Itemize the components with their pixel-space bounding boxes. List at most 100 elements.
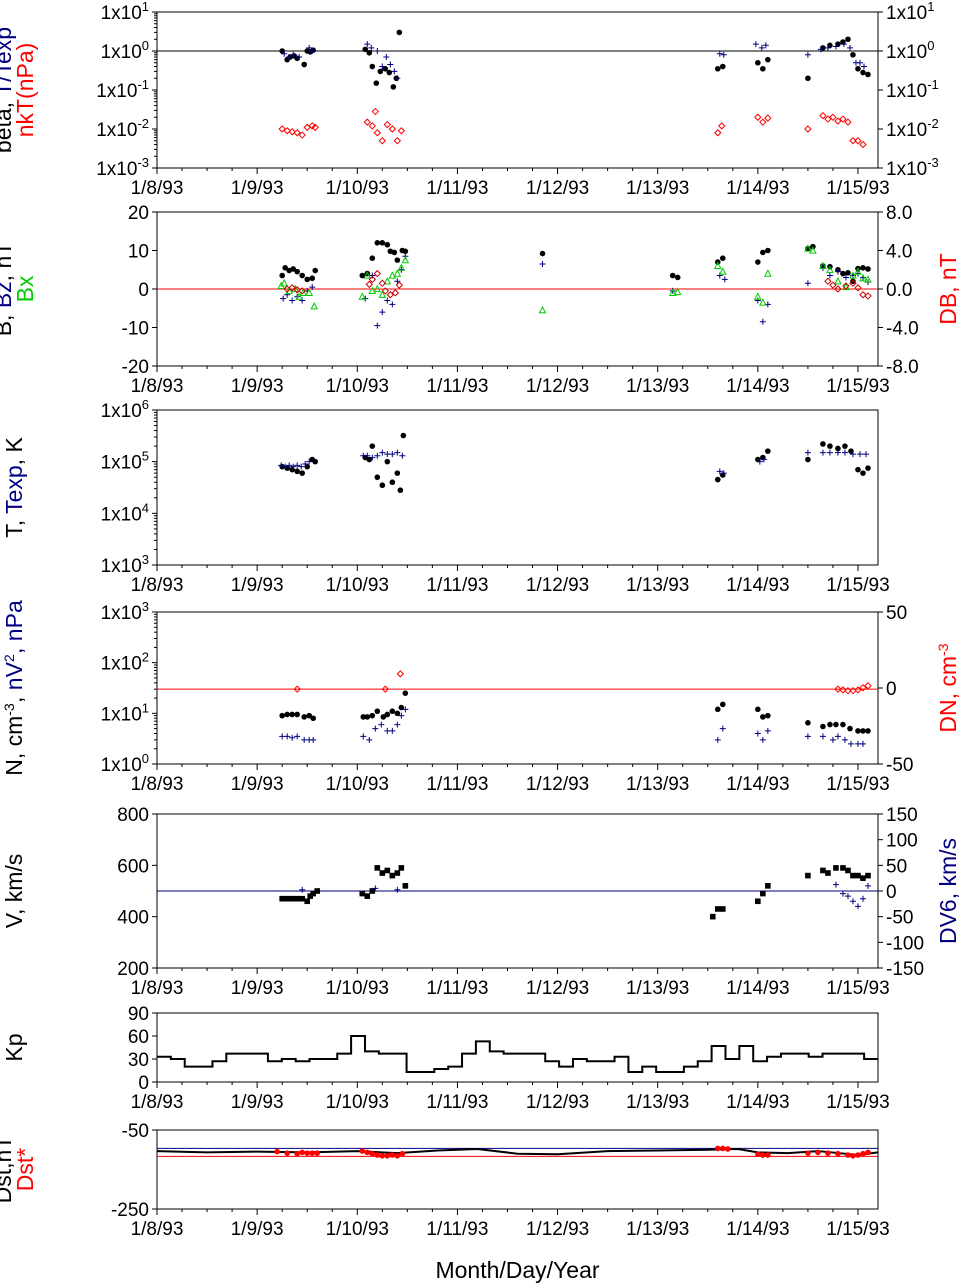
data-point-dot bbox=[827, 443, 833, 449]
data-point-plus bbox=[721, 276, 728, 283]
data-point-dot bbox=[833, 721, 839, 728]
data-point-diamond bbox=[839, 115, 847, 123]
data-point-plus bbox=[719, 725, 726, 732]
data-point-dot bbox=[827, 721, 833, 728]
data-point-dot bbox=[374, 240, 381, 246]
y-right-tick-label: 1x100 bbox=[886, 38, 934, 63]
x-tick-label: 1/13/93 bbox=[626, 376, 689, 397]
x-tick-label: 1/15/93 bbox=[826, 178, 889, 199]
data-point-plus bbox=[759, 736, 766, 743]
data-point-dot bbox=[865, 1149, 871, 1156]
data-point-diamond bbox=[824, 277, 832, 286]
data-point-plus bbox=[832, 43, 839, 50]
y-tick-label: 1x105 bbox=[101, 449, 149, 474]
data-point-plus bbox=[366, 736, 373, 743]
data-point-diamond bbox=[373, 269, 382, 278]
data-point-dot bbox=[760, 1152, 766, 1158]
x-tick-label: 1/8/93 bbox=[131, 978, 184, 999]
x-tick-label: 1/9/93 bbox=[231, 376, 284, 397]
x-tick-label: 1/9/93 bbox=[231, 1219, 284, 1240]
data-point-plus bbox=[752, 41, 759, 48]
plot-frame bbox=[156, 611, 879, 765]
panel-velocity: 1/8/93 1/9/93 1/10/93 1/11/93 1/12/93 1/13/93… bbox=[1, 805, 961, 999]
data-point-diamond bbox=[844, 686, 852, 695]
x-tick-label: 1/10/93 bbox=[326, 978, 389, 999]
data-point-diamond bbox=[368, 122, 377, 130]
x-tick-label: 1/13/93 bbox=[626, 1219, 689, 1240]
panel-kp: 1/8/93 1/9/93 1/10/93 1/11/93 1/12/93 1/13/93… bbox=[1, 1004, 890, 1113]
data-point-dot bbox=[855, 1152, 861, 1158]
data-point-dot bbox=[760, 65, 766, 72]
data-point-square bbox=[820, 867, 826, 874]
y-axis-label: Dst,nT bbox=[0, 1136, 16, 1204]
data-point-plus bbox=[391, 68, 398, 75]
data-point-triangle bbox=[834, 277, 842, 285]
x-tick-label: 1/12/93 bbox=[526, 1092, 589, 1113]
data-point-square bbox=[755, 898, 761, 905]
data-point-diamond bbox=[298, 287, 306, 295]
data-point-square bbox=[714, 906, 721, 912]
data-point-diamond bbox=[854, 284, 862, 292]
y-tick-label: 30 bbox=[128, 1050, 149, 1071]
data-point-dot bbox=[369, 443, 376, 449]
y-tick-label: 0 bbox=[138, 1073, 149, 1094]
data-point-square bbox=[850, 872, 856, 879]
data-point-dot bbox=[386, 69, 393, 76]
data-point-diamond bbox=[288, 128, 296, 136]
data-point-diamond bbox=[859, 291, 867, 299]
data-point-dot bbox=[397, 487, 404, 494]
data-point-dot bbox=[845, 36, 851, 43]
y-axis-label: nkT(nPa) bbox=[12, 43, 38, 138]
data-point-plus bbox=[754, 730, 761, 737]
data-point-plus bbox=[804, 280, 811, 287]
data-point-dot bbox=[290, 266, 296, 272]
data-point-square bbox=[304, 898, 311, 905]
data-point-diamond bbox=[368, 275, 377, 284]
data-point-dot bbox=[366, 49, 373, 56]
data-point-plus bbox=[804, 733, 811, 740]
data-point-square bbox=[402, 883, 409, 889]
data-point-plus bbox=[862, 451, 869, 458]
data-point-plus bbox=[849, 898, 856, 905]
data-point-diamond bbox=[844, 118, 852, 126]
y-axis-label: B, Bz, nT bbox=[0, 242, 16, 337]
y-right-tick-label: 1x10-3 bbox=[886, 155, 939, 180]
data-point-triangle bbox=[368, 286, 377, 295]
data-point-square bbox=[860, 875, 866, 881]
data-point-diamond bbox=[864, 682, 872, 690]
x-tick-label: 1/10/93 bbox=[326, 774, 389, 795]
data-point-dot bbox=[394, 1153, 401, 1159]
data-point-dot bbox=[719, 701, 726, 708]
data-point-diamond bbox=[396, 670, 405, 678]
x-tick-label: 1/13/93 bbox=[626, 1092, 689, 1113]
x-tick-label: 1/11/93 bbox=[426, 1092, 488, 1113]
data-point-diamond bbox=[397, 127, 406, 135]
data-point-plus bbox=[841, 736, 848, 743]
data-point-diamond bbox=[363, 118, 371, 126]
data-point-square bbox=[307, 893, 314, 899]
data-point-square bbox=[840, 865, 846, 871]
x-tick-label: 1/10/93 bbox=[326, 1219, 389, 1240]
data-point-triangle bbox=[397, 263, 406, 271]
x-tick-label: 1/11/93 bbox=[426, 978, 488, 999]
data-point-plus bbox=[306, 44, 313, 51]
data-point-plus bbox=[384, 297, 391, 304]
data-point-square bbox=[279, 895, 285, 902]
data-point-dot bbox=[835, 41, 841, 47]
data-point-diamond bbox=[395, 281, 404, 289]
data-point-plus bbox=[720, 470, 727, 477]
data-point-dot bbox=[294, 711, 300, 718]
x-tick-label: 1/11/93 bbox=[426, 774, 488, 795]
data-point-dot bbox=[825, 1150, 831, 1156]
data-point-dot bbox=[765, 712, 771, 719]
data-point-dot bbox=[314, 1150, 321, 1156]
data-point-dot bbox=[294, 468, 300, 475]
data-point-plus bbox=[839, 890, 846, 897]
data-point-triangle bbox=[859, 273, 867, 282]
x-tick-label: 1/9/93 bbox=[231, 1092, 284, 1113]
x-tick-label: 1/8/93 bbox=[131, 1092, 184, 1113]
x-tick-label: 1/9/93 bbox=[231, 978, 284, 999]
data-point-dot bbox=[765, 448, 771, 454]
data-point-diamond bbox=[754, 113, 762, 121]
x-tick-label: 1/14/93 bbox=[726, 1092, 789, 1113]
